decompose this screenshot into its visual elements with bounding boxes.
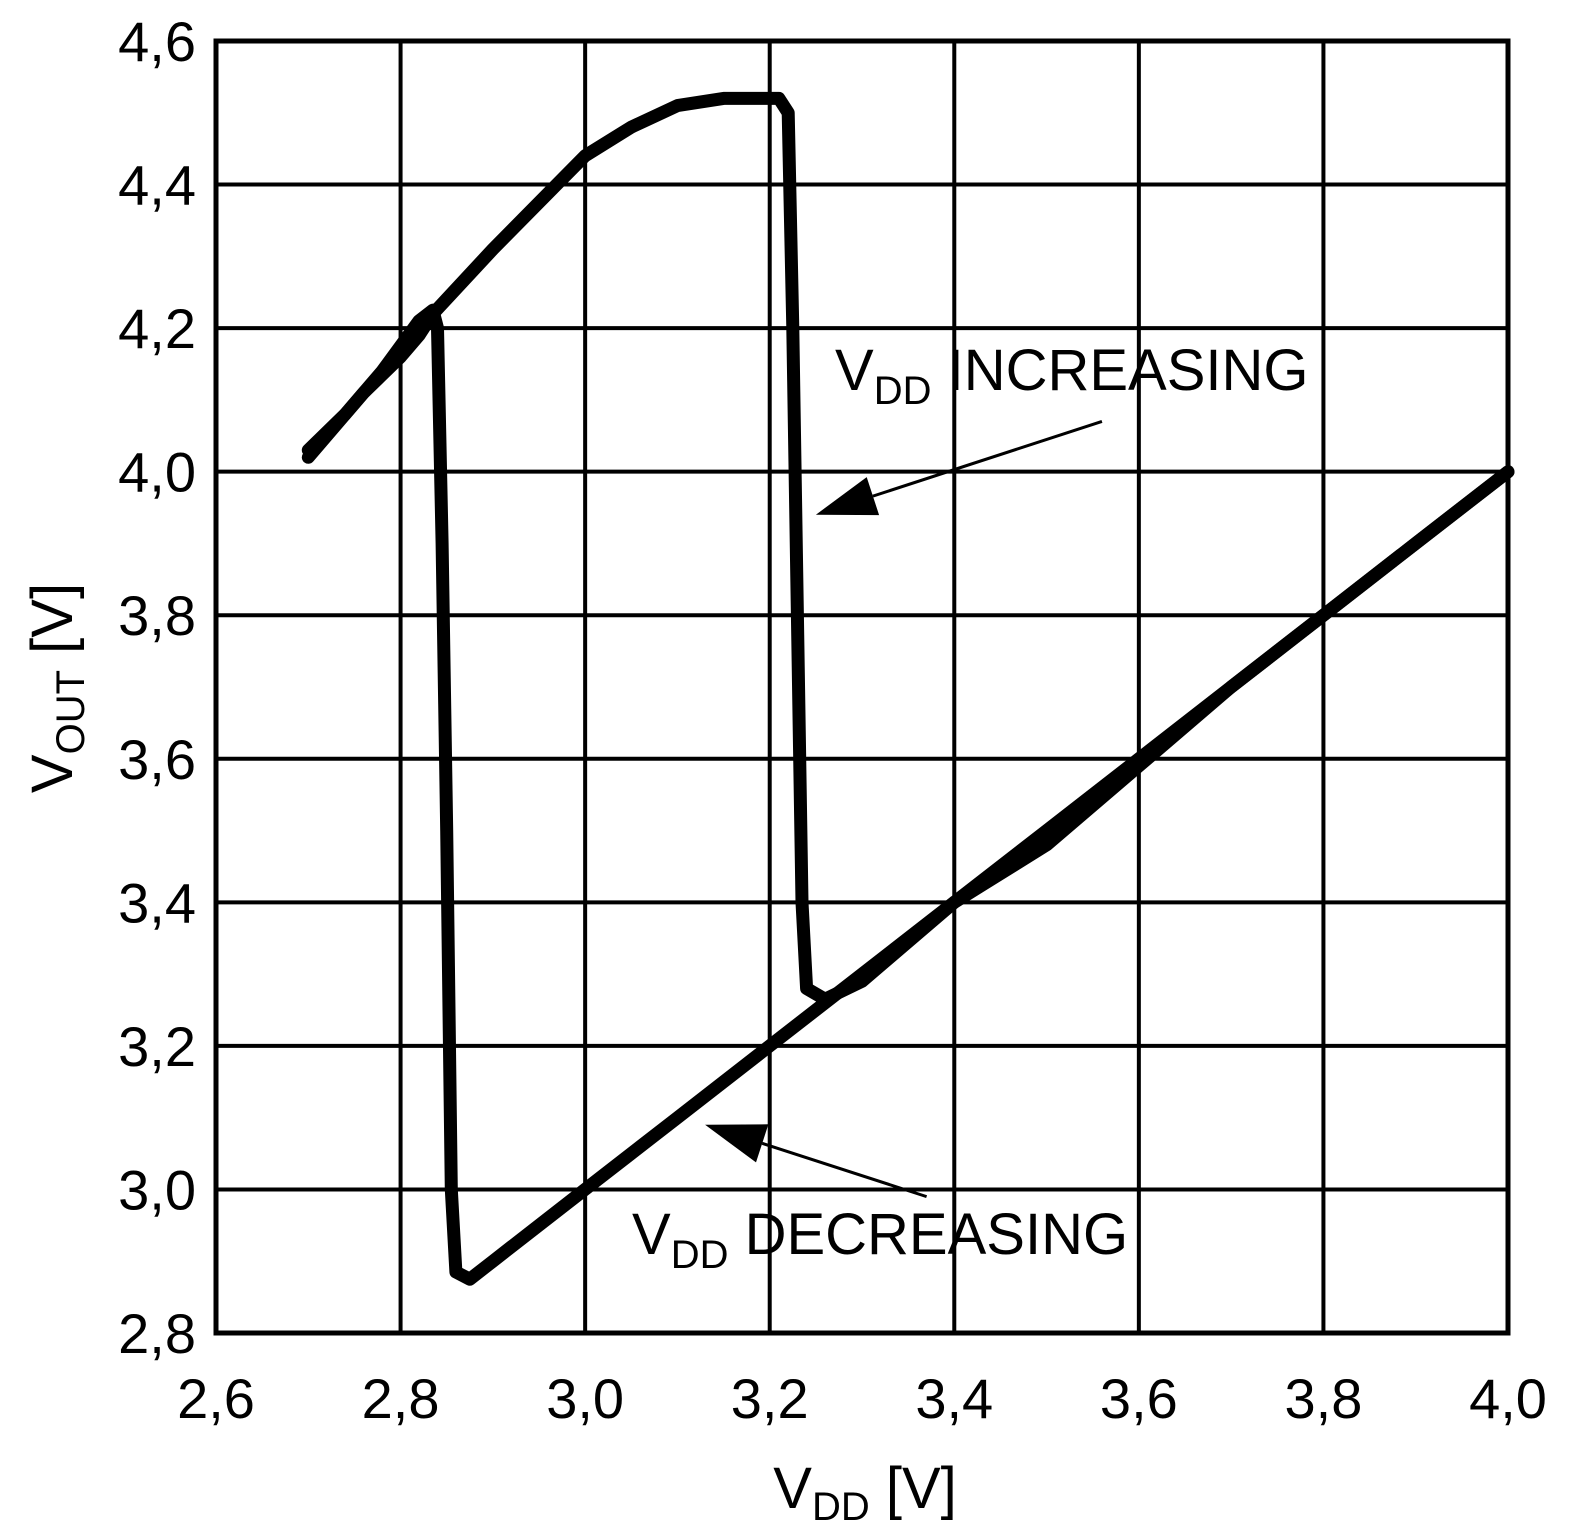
annotation-label-subscript: DD bbox=[671, 1233, 729, 1277]
y-axis-title: VOUT [V] bbox=[20, 583, 93, 793]
y-axis-title-main: V bbox=[20, 754, 85, 793]
annotation-label-subscript: DD bbox=[874, 369, 932, 413]
annotation-label-main: V bbox=[835, 338, 874, 403]
x-axis-title-main: V bbox=[773, 1456, 812, 1521]
plot-frame bbox=[213, 38, 1511, 1336]
x-axis-title-unit: [V] bbox=[870, 1456, 957, 1521]
y-tick-label: 4,6 bbox=[118, 10, 196, 73]
annotation-label: VDD DECREASING bbox=[632, 1202, 1128, 1277]
y-tick-label: 4,4 bbox=[118, 154, 196, 217]
grid bbox=[216, 41, 1508, 1333]
annotation-2: VDD DECREASING bbox=[632, 1124, 1128, 1277]
x-tick-label: 3,6 bbox=[1100, 1367, 1178, 1430]
x-tick-label: 2,6 bbox=[177, 1367, 255, 1430]
annotation-arrow-line bbox=[761, 1141, 928, 1199]
y-tick-label: 3,0 bbox=[118, 1158, 196, 1221]
annotation-label-rest: INCREASING bbox=[931, 338, 1308, 403]
y-tick-label: 3,6 bbox=[118, 728, 196, 791]
x-tick-label: 2,8 bbox=[362, 1367, 440, 1430]
annotation-label-main: V bbox=[632, 1202, 671, 1267]
annotation-label-rest: DECREASING bbox=[728, 1202, 1128, 1267]
annotation-arrowhead bbox=[815, 477, 880, 516]
series-group bbox=[301, 91, 1515, 1286]
x-tick-label: 3,8 bbox=[1284, 1367, 1362, 1430]
annotation-arrow-line bbox=[872, 419, 1103, 498]
plot-border bbox=[213, 38, 1511, 1336]
y-tick-label: 2,8 bbox=[118, 1302, 196, 1365]
y-axis-title-unit: [V] bbox=[20, 583, 85, 670]
annotation-label: VDD INCREASING bbox=[835, 338, 1309, 413]
x-tick-label: 3,2 bbox=[731, 1367, 809, 1430]
x-axis-title: VDD [V] bbox=[773, 1456, 957, 1529]
y-tick-label: 3,4 bbox=[118, 871, 196, 934]
x-tick-label: 3,0 bbox=[546, 1367, 624, 1430]
y-tick-label: 4,2 bbox=[118, 297, 196, 360]
y-tick-label: 3,8 bbox=[118, 584, 196, 647]
annotation-arrowhead bbox=[705, 1124, 769, 1163]
annotation-1: VDD INCREASING bbox=[815, 338, 1309, 516]
y-axis-title-subscript: OUT bbox=[49, 670, 93, 754]
y-tick-label: 3,2 bbox=[118, 1015, 196, 1078]
y-tick-label: 4,0 bbox=[118, 441, 196, 504]
series-line-2 bbox=[301, 303, 1515, 1286]
x-tick-label: 4,0 bbox=[1469, 1367, 1547, 1430]
x-axis-title-subscript: DD bbox=[812, 1485, 870, 1529]
x-tick-label: 3,4 bbox=[915, 1367, 993, 1430]
series-line-1 bbox=[301, 91, 1515, 1006]
tick-labels: 2,6 2,8 3,0 3,2 3,4 3,6 3,8 4,02,83,03,23,43,63… bbox=[118, 10, 1547, 1430]
